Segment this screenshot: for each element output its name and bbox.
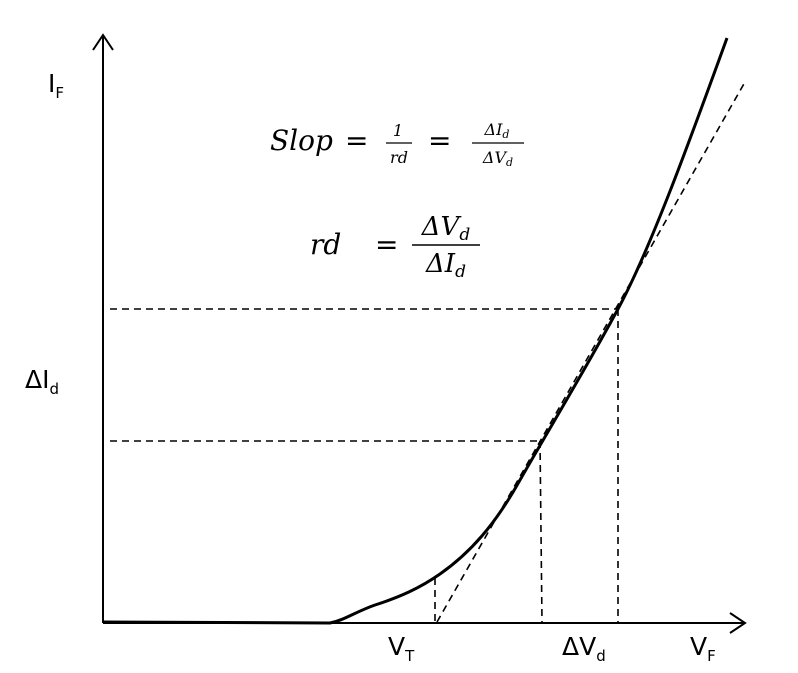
guide-lines: [110, 308, 619, 623]
label-main: V: [690, 632, 707, 661]
label-main: ΔV: [562, 632, 596, 661]
text-main: ΔV: [482, 148, 508, 167]
equals: =: [375, 228, 398, 261]
text-sub: d: [502, 128, 509, 141]
text-main: ΔI: [484, 120, 504, 139]
tangent-line: [436, 81, 746, 623]
equals: =: [428, 124, 451, 157]
fraction-numerator: ΔVd: [421, 212, 471, 245]
x-axis-label: VF: [690, 632, 716, 665]
diode-curve: [102, 37, 729, 625]
y-arrow: [92, 33, 114, 51]
delta-v-label: ΔVd: [562, 632, 606, 665]
equals: =: [345, 124, 368, 157]
text-sub: d: [455, 262, 466, 282]
formula-lhs: rd: [310, 228, 341, 261]
fraction-denominator: ΔVd: [482, 148, 513, 169]
threshold-label: VT: [388, 632, 415, 665]
label-main: V: [388, 632, 405, 661]
fraction-numerator: 1: [393, 121, 403, 140]
label-sub: d: [596, 647, 606, 665]
fraction-numerator: ΔId: [484, 120, 510, 141]
text-main: ΔV: [421, 212, 462, 242]
label-sub: F: [55, 84, 64, 102]
label-sub: T: [404, 647, 415, 665]
fraction-denominator: ΔId: [425, 249, 466, 282]
label-sub: d: [49, 380, 59, 398]
x-arrow: [729, 612, 747, 634]
formula-lhs: Slop: [270, 124, 333, 157]
text-main: ΔI: [425, 249, 456, 279]
fraction-denominator: rd: [390, 148, 408, 167]
delta-i-label: ΔId: [25, 365, 59, 398]
label-main: ΔI: [25, 365, 49, 394]
text-sub: d: [506, 156, 513, 169]
label-main: I: [48, 69, 55, 98]
text-sub: d: [459, 225, 470, 245]
y-axis-label: IF: [48, 69, 64, 102]
label-sub: F: [707, 647, 716, 665]
